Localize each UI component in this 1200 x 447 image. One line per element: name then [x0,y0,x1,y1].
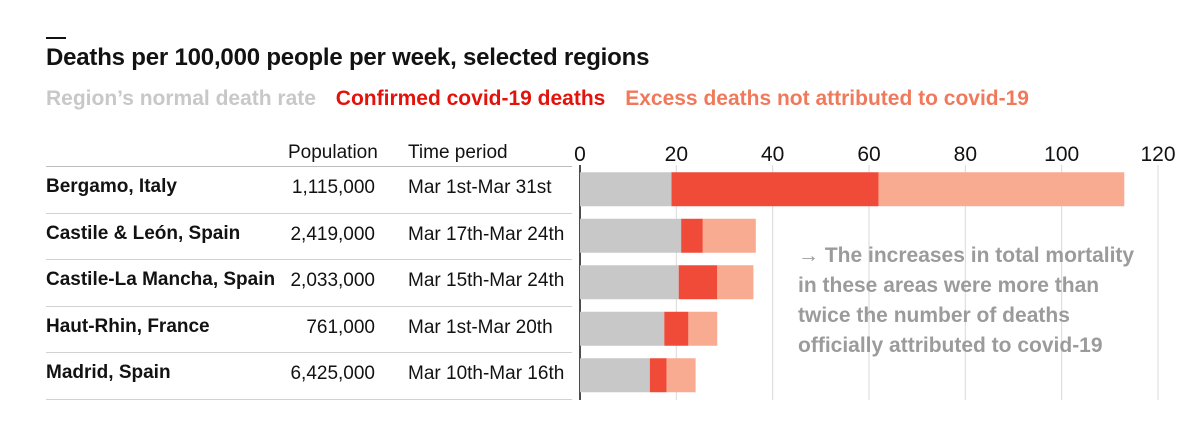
region-label: Madrid, Spain [46,362,171,384]
row-separator [46,259,572,260]
x-tick-label: 120 [1140,143,1175,166]
bar-excess [717,265,754,300]
row-separator [46,305,572,307]
population-column-header: Population [288,142,378,163]
population-value: 761,000 [306,316,375,338]
time-period-value: Mar 17th-Mar 24th [408,223,565,245]
region-label: Castile & León, Spain [46,222,241,244]
bar-normal [580,265,679,300]
bar-excess [878,172,1125,207]
bar-confirmed [664,311,689,346]
legend: Region’s normal death rate Confirmed cov… [46,87,1043,111]
row-separator [46,212,572,214]
bar-normal [580,358,650,393]
bar-normal [580,311,665,346]
title-rule [46,37,66,39]
population-value: 6,425,000 [290,363,375,385]
period-column-header: Time period [408,142,508,163]
time-period-value: Mar 1st-Mar 20th [408,316,553,338]
x-tick-label: 100 [1044,143,1079,166]
bar-excess [702,218,756,253]
bar-confirmed [678,265,718,300]
time-period-value: Mar 10th-Mar 16th [408,363,565,385]
region-label: Haut-Rhin, France [46,315,210,337]
bar-normal [580,218,682,253]
row-separator [46,398,572,400]
x-tick-label: 60 [857,143,880,166]
time-period-value: Mar 1st-Mar 31st [408,177,552,199]
region-label: Castile-La Mancha, Spain [46,269,276,291]
bar-normal [580,172,672,207]
bar-confirmed [649,358,667,393]
bar-confirmed [681,218,703,253]
population-value: 2,033,000 [290,270,375,292]
bar-excess [688,311,718,346]
region-label: Bergamo, Italy [46,176,177,198]
population-value: 2,419,000 [290,223,375,245]
population-value: 1,115,000 [291,177,375,199]
legend-confirmed: Confirmed covid-19 deaths [335,87,606,110]
bar-excess [666,358,696,393]
x-tick-label: 20 [665,143,688,166]
x-tick-label: 40 [761,143,784,166]
legend-excess: Excess deaths not attributed to covid-19 [625,87,1029,110]
legend-normal: Region’s normal death rate [46,87,316,110]
x-tick-label: 0 [574,143,586,166]
row-separator [46,352,572,353]
chart-title: Deaths per 100,000 people per week, sele… [46,44,650,71]
bar-confirmed [671,172,879,207]
x-tick-label: 80 [954,143,977,166]
chart-annotation: → The increases in total mortality in th… [798,244,1135,357]
time-period-value: Mar 15th-Mar 24th [408,270,565,292]
table-header-separator [46,166,572,167]
